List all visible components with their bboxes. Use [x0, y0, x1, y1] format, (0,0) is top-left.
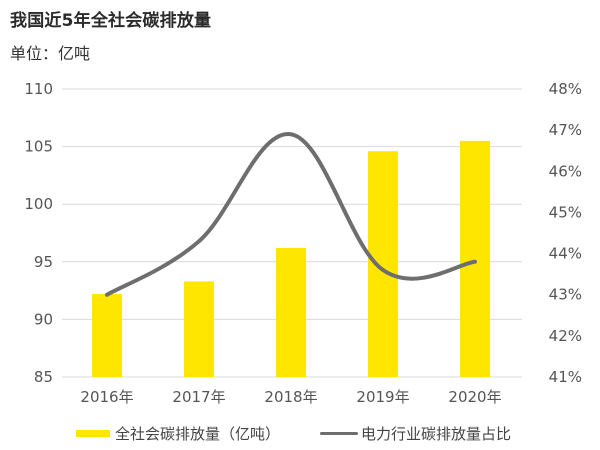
line-swatch-icon: [320, 431, 358, 435]
bar-swatch-icon: [76, 429, 110, 437]
left-tick-label: 100: [24, 195, 53, 213]
x-tick-label: 2019年: [356, 388, 409, 406]
x-axis-ticks: 2016年 2017年 2018年 2019年 2020年: [80, 388, 501, 406]
left-axis-ticks: 110 105 100 95 90 85: [24, 80, 53, 386]
left-tick-label: 110: [24, 80, 53, 98]
bar: [368, 151, 398, 377]
right-tick-label: 42%: [549, 327, 582, 345]
right-tick-label: 43%: [549, 286, 582, 304]
left-tick-label: 85: [34, 368, 53, 386]
bar: [92, 294, 122, 377]
unit-label: 单位：亿吨: [10, 44, 91, 63]
x-tick-label: 2016年: [80, 388, 133, 406]
right-tick-label: 47%: [549, 121, 582, 139]
bar-series: [92, 140, 490, 377]
left-tick-label: 105: [24, 138, 53, 156]
legend-bar-label: 全社会碳排放量（亿吨）: [115, 424, 281, 443]
legend-item-bar: 全社会碳排放量（亿吨）: [76, 423, 280, 443]
x-tick-label: 2018年: [264, 388, 317, 406]
right-tick-label: 46%: [549, 162, 582, 180]
right-tick-label: 48%: [549, 80, 582, 98]
legend-item-line: 电力行业碳排放量占比: [320, 423, 511, 443]
bar: [184, 281, 214, 377]
right-axis-ticks: 48% 47% 46% 45% 44% 43% 42% 41%: [549, 80, 582, 386]
left-tick-label: 95: [34, 253, 53, 271]
bar: [276, 247, 306, 377]
bar: [460, 140, 490, 377]
left-tick-label: 90: [34, 310, 53, 328]
chart-title: 我国近5年全社会碳排放量: [10, 11, 212, 31]
legend-line-label: 电力行业碳排放量占比: [361, 424, 512, 443]
right-tick-label: 41%: [549, 368, 582, 386]
x-tick-label: 2020年: [448, 388, 501, 406]
chart-plot: 110 105 100 95 90 85 48% 47% 46% 45% 44% 43% 42% 41%…: [24, 80, 582, 406]
line-series: [105, 132, 477, 297]
x-tick-label: 2017年: [172, 388, 225, 406]
right-tick-label: 44%: [549, 245, 582, 263]
right-tick-label: 45%: [549, 203, 582, 221]
